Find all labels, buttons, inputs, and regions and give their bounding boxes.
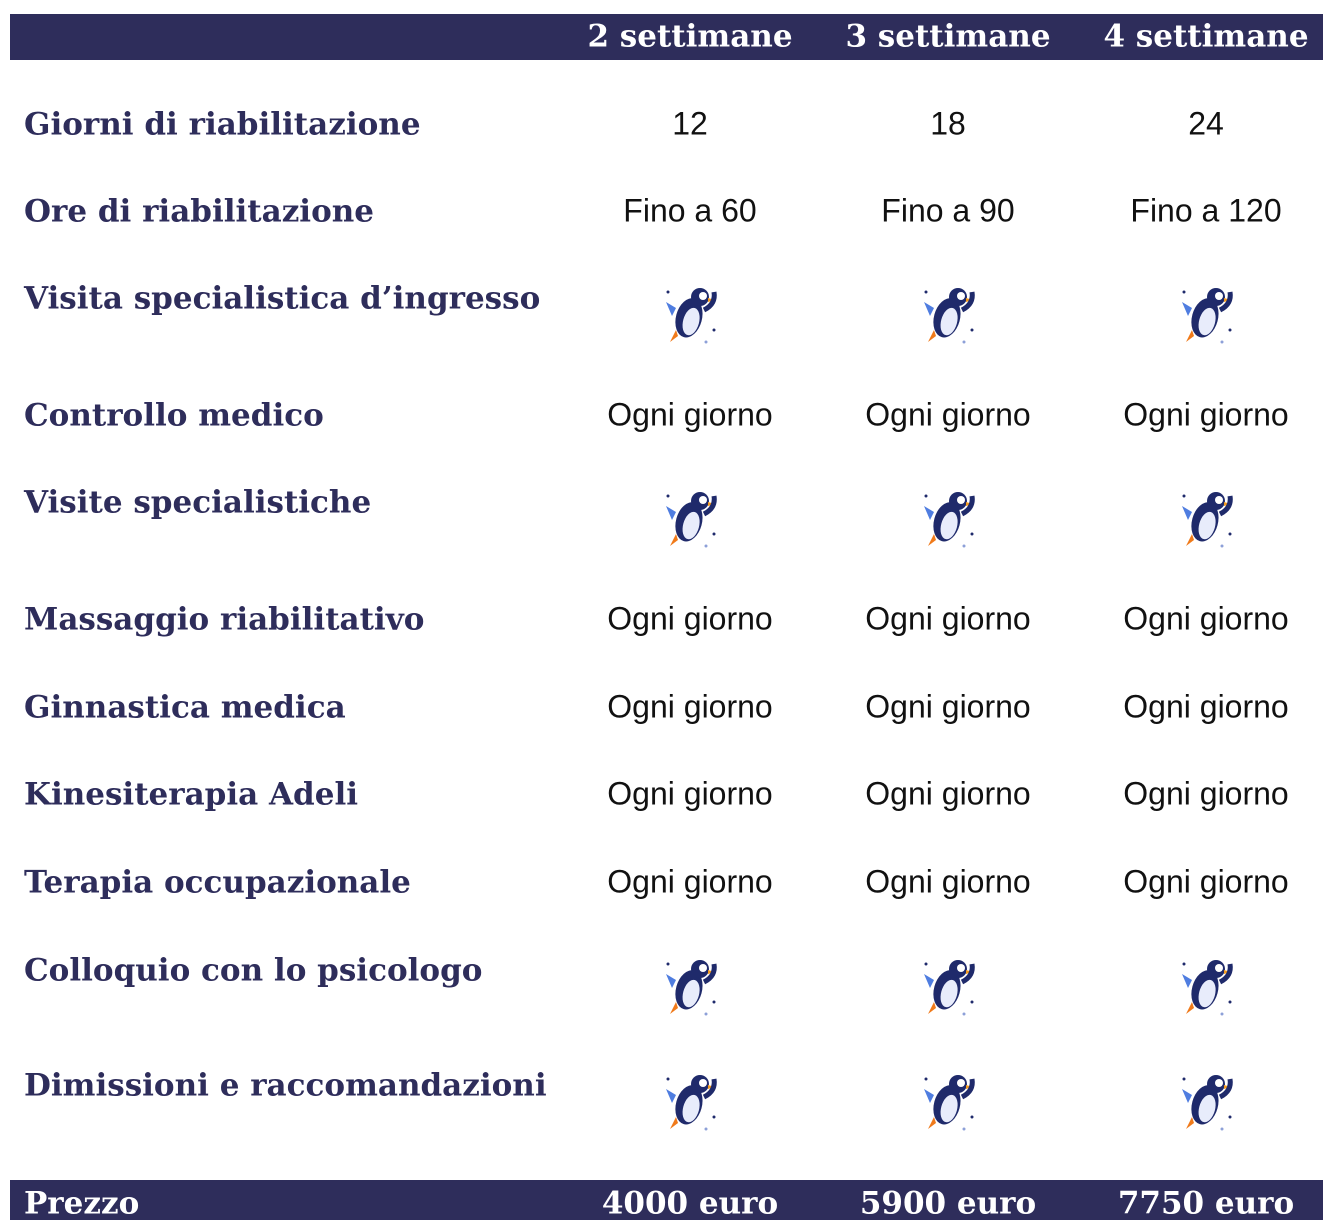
cell-value: Ogni giorno <box>607 688 772 724</box>
cell-value: Fino a 90 <box>881 192 1014 228</box>
cell-value: Ogni giorno <box>865 863 1030 899</box>
row-label: Ore di riabilitazione <box>24 194 374 230</box>
footer-bar <box>10 1180 1323 1220</box>
cell-value: Ogni giorno <box>1123 688 1288 724</box>
included-icon <box>666 492 716 548</box>
row-label: Controllo medico <box>24 398 324 434</box>
row-label: Ginnastica medica <box>24 690 346 726</box>
row-label: Visite specialistiche <box>23 485 371 521</box>
price: 7750 euro <box>1118 1186 1294 1220</box>
cell-value: Ogni giorno <box>607 863 772 899</box>
cell-value: Ogni giorno <box>607 396 772 432</box>
cell-value: Ogni giorno <box>1123 775 1288 811</box>
included-icon <box>666 288 716 344</box>
included-icon <box>924 960 974 1016</box>
cell-value: Ogni giorno <box>1123 396 1288 432</box>
included-icon <box>1182 960 1232 1016</box>
cell-value: Ogni giorno <box>865 600 1030 636</box>
cell-value: Ogni giorno <box>865 688 1030 724</box>
row-label: Kinesiterapia Adeli <box>24 777 358 813</box>
row-label: Giorni di riabilitazione <box>24 107 421 143</box>
row-label: Visita specialistica d’ingresso <box>23 281 540 317</box>
row-label: Massaggio riabilitativo <box>24 602 424 638</box>
column-header: 2 settimane <box>587 19 792 55</box>
price: 4000 euro <box>602 1186 778 1220</box>
included-icon <box>924 288 974 344</box>
price: 5900 euro <box>860 1186 1036 1220</box>
cell-value: Ogni giorno <box>865 775 1030 811</box>
column-header: 3 settimane <box>845 19 1050 55</box>
cell-value: Ogni giorno <box>865 396 1030 432</box>
column-header: 4 settimane <box>1103 19 1308 55</box>
footer-label: Prezzo <box>24 1186 139 1220</box>
row-label: Dimissioni e raccomandazioni <box>24 1068 547 1104</box>
included-icon <box>1182 492 1232 548</box>
included-icon <box>1182 1075 1232 1131</box>
cell-value: 12 <box>672 105 708 141</box>
cell-value: 18 <box>930 105 966 141</box>
row-label: Colloquio con lo psicologo <box>24 953 482 989</box>
included-icon <box>924 1075 974 1131</box>
cell-value: Ogni giorno <box>1123 600 1288 636</box>
cell-value: 24 <box>1188 105 1224 141</box>
cell-value: Ogni giorno <box>1123 863 1288 899</box>
header-bar <box>10 14 1323 60</box>
cell-value: Ogni giorno <box>607 600 772 636</box>
included-icon <box>666 960 716 1016</box>
cell-value: Fino a 60 <box>623 192 756 228</box>
included-icon <box>666 1075 716 1131</box>
cell-value: Fino a 120 <box>1130 192 1281 228</box>
included-icon <box>924 492 974 548</box>
cell-value: Ogni giorno <box>607 775 772 811</box>
row-label: Terapia occupazionale <box>24 865 411 901</box>
included-icon <box>1182 288 1232 344</box>
